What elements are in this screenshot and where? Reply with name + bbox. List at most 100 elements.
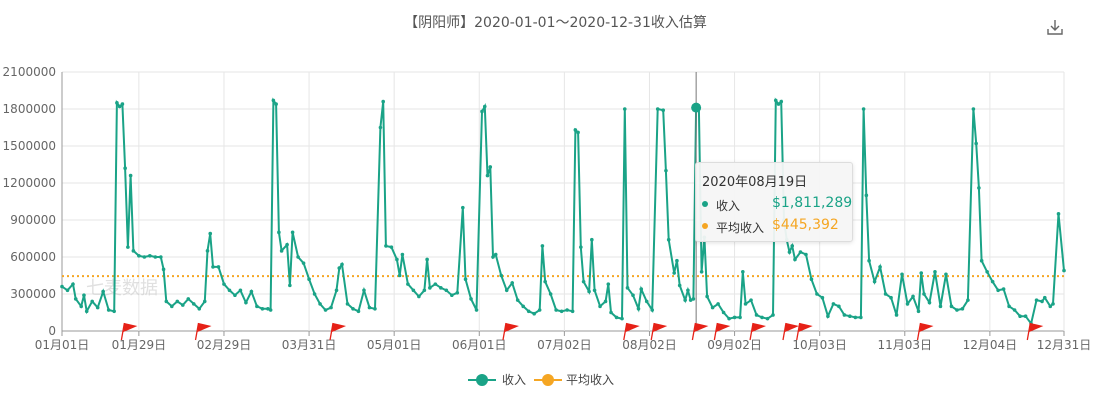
income-point[interactable] bbox=[499, 273, 504, 278]
income-point[interactable] bbox=[422, 288, 427, 293]
income-point[interactable] bbox=[532, 311, 536, 316]
income-point[interactable] bbox=[82, 293, 86, 298]
income-point[interactable] bbox=[266, 307, 270, 311]
income-point[interactable] bbox=[208, 231, 213, 236]
income-point[interactable] bbox=[699, 270, 704, 274]
income-point[interactable] bbox=[1056, 212, 1061, 216]
income-point[interactable] bbox=[1062, 268, 1066, 273]
income-point[interactable] bbox=[749, 298, 753, 302]
income-point[interactable] bbox=[301, 261, 306, 265]
income-point[interactable] bbox=[581, 279, 586, 284]
income-point[interactable] bbox=[765, 316, 770, 321]
income-point[interactable] bbox=[186, 297, 191, 301]
income-point[interactable] bbox=[894, 313, 899, 317]
income-point[interactable] bbox=[1018, 314, 1022, 319]
income-point[interactable] bbox=[1007, 304, 1011, 309]
income-point[interactable] bbox=[688, 298, 693, 302]
income-point[interactable] bbox=[598, 304, 602, 309]
income-point[interactable] bbox=[710, 305, 715, 310]
income-point[interactable] bbox=[480, 109, 484, 114]
income-point[interactable] bbox=[548, 292, 553, 296]
income-point[interactable] bbox=[990, 279, 995, 284]
income-point[interactable] bbox=[227, 288, 232, 293]
income-point[interactable] bbox=[620, 316, 624, 321]
income-point[interactable] bbox=[461, 205, 465, 210]
event-flag-icon[interactable] bbox=[749, 322, 767, 341]
income-point[interactable] bbox=[384, 244, 388, 248]
income-point[interactable] bbox=[655, 107, 660, 111]
income-point[interactable] bbox=[686, 288, 690, 293]
income-point[interactable] bbox=[570, 309, 575, 314]
income-point[interactable] bbox=[425, 257, 429, 262]
income-point[interactable] bbox=[170, 304, 174, 309]
income-point[interactable] bbox=[90, 299, 94, 304]
income-point[interactable] bbox=[977, 186, 981, 190]
income-point[interactable] bbox=[540, 244, 545, 248]
income-point[interactable] bbox=[1012, 308, 1017, 312]
event-flag-icon[interactable] bbox=[916, 322, 934, 341]
income-point[interactable] bbox=[279, 249, 284, 253]
income-point[interactable] bbox=[406, 282, 410, 286]
income-point[interactable] bbox=[389, 245, 394, 249]
income-point[interactable] bbox=[1048, 304, 1053, 309]
income-point[interactable] bbox=[433, 282, 438, 286]
event-flag-icon[interactable] bbox=[194, 322, 212, 341]
income-point[interactable] bbox=[271, 98, 276, 103]
income-point[interactable] bbox=[614, 315, 619, 320]
income-point[interactable] bbox=[683, 298, 687, 302]
income-point[interactable] bbox=[329, 305, 333, 310]
legend-item-average[interactable]: 平均收入 bbox=[534, 373, 614, 387]
income-point[interactable] bbox=[318, 302, 322, 306]
income-point[interactable] bbox=[444, 288, 449, 293]
income-point[interactable] bbox=[73, 297, 78, 301]
income-point[interactable] bbox=[504, 288, 509, 293]
income-point[interactable] bbox=[463, 277, 468, 282]
income-point[interactable] bbox=[345, 302, 350, 306]
income-point[interactable] bbox=[826, 314, 830, 319]
income-point[interactable] bbox=[804, 252, 808, 257]
income-point[interactable] bbox=[938, 304, 943, 309]
income-point[interactable] bbox=[966, 298, 970, 302]
income-point[interactable] bbox=[510, 281, 515, 285]
income-point[interactable] bbox=[721, 310, 726, 315]
income-point[interactable] bbox=[955, 308, 959, 312]
income-point[interactable] bbox=[809, 277, 814, 282]
income-point[interactable] bbox=[639, 287, 644, 291]
income-point[interactable] bbox=[153, 255, 158, 259]
income-point[interactable] bbox=[622, 107, 627, 111]
income-point[interactable] bbox=[691, 297, 696, 301]
income-point[interactable] bbox=[672, 271, 676, 275]
income-point[interactable] bbox=[65, 288, 70, 293]
income-point[interactable] bbox=[889, 295, 893, 300]
income-point[interactable] bbox=[677, 283, 682, 288]
income-point[interactable] bbox=[378, 125, 383, 130]
income-point[interactable] bbox=[285, 242, 289, 247]
income-point[interactable] bbox=[864, 193, 869, 198]
event-flag-icon[interactable] bbox=[713, 322, 731, 341]
income-point[interactable] bbox=[323, 308, 328, 312]
income-point[interactable] bbox=[277, 230, 281, 235]
event-flag-icon[interactable] bbox=[796, 322, 813, 341]
income-point[interactable] bbox=[131, 249, 136, 253]
legend-item-income[interactable]: 收入 bbox=[468, 373, 526, 387]
income-point[interactable] bbox=[609, 310, 613, 315]
income-point[interactable] bbox=[1023, 314, 1028, 319]
income-point[interactable] bbox=[587, 289, 591, 294]
income-point[interactable] bbox=[238, 288, 243, 293]
income-point[interactable] bbox=[334, 288, 339, 293]
income-point[interactable] bbox=[469, 297, 473, 301]
income-point[interactable] bbox=[439, 286, 443, 290]
income-point[interactable] bbox=[164, 299, 169, 304]
income-point[interactable] bbox=[161, 267, 166, 272]
event-flag-icon[interactable] bbox=[120, 322, 138, 341]
income-point[interactable] bbox=[222, 282, 226, 286]
income-point[interactable] bbox=[771, 313, 775, 317]
income-point[interactable] bbox=[661, 108, 665, 113]
income-point[interactable] bbox=[590, 237, 594, 242]
income-point[interactable] bbox=[340, 262, 344, 267]
income-point[interactable] bbox=[960, 307, 965, 311]
income-point[interactable] bbox=[861, 107, 866, 111]
income-point[interactable] bbox=[1051, 302, 1055, 306]
income-point[interactable] bbox=[362, 288, 366, 293]
event-flag-icon[interactable] bbox=[1026, 322, 1044, 341]
